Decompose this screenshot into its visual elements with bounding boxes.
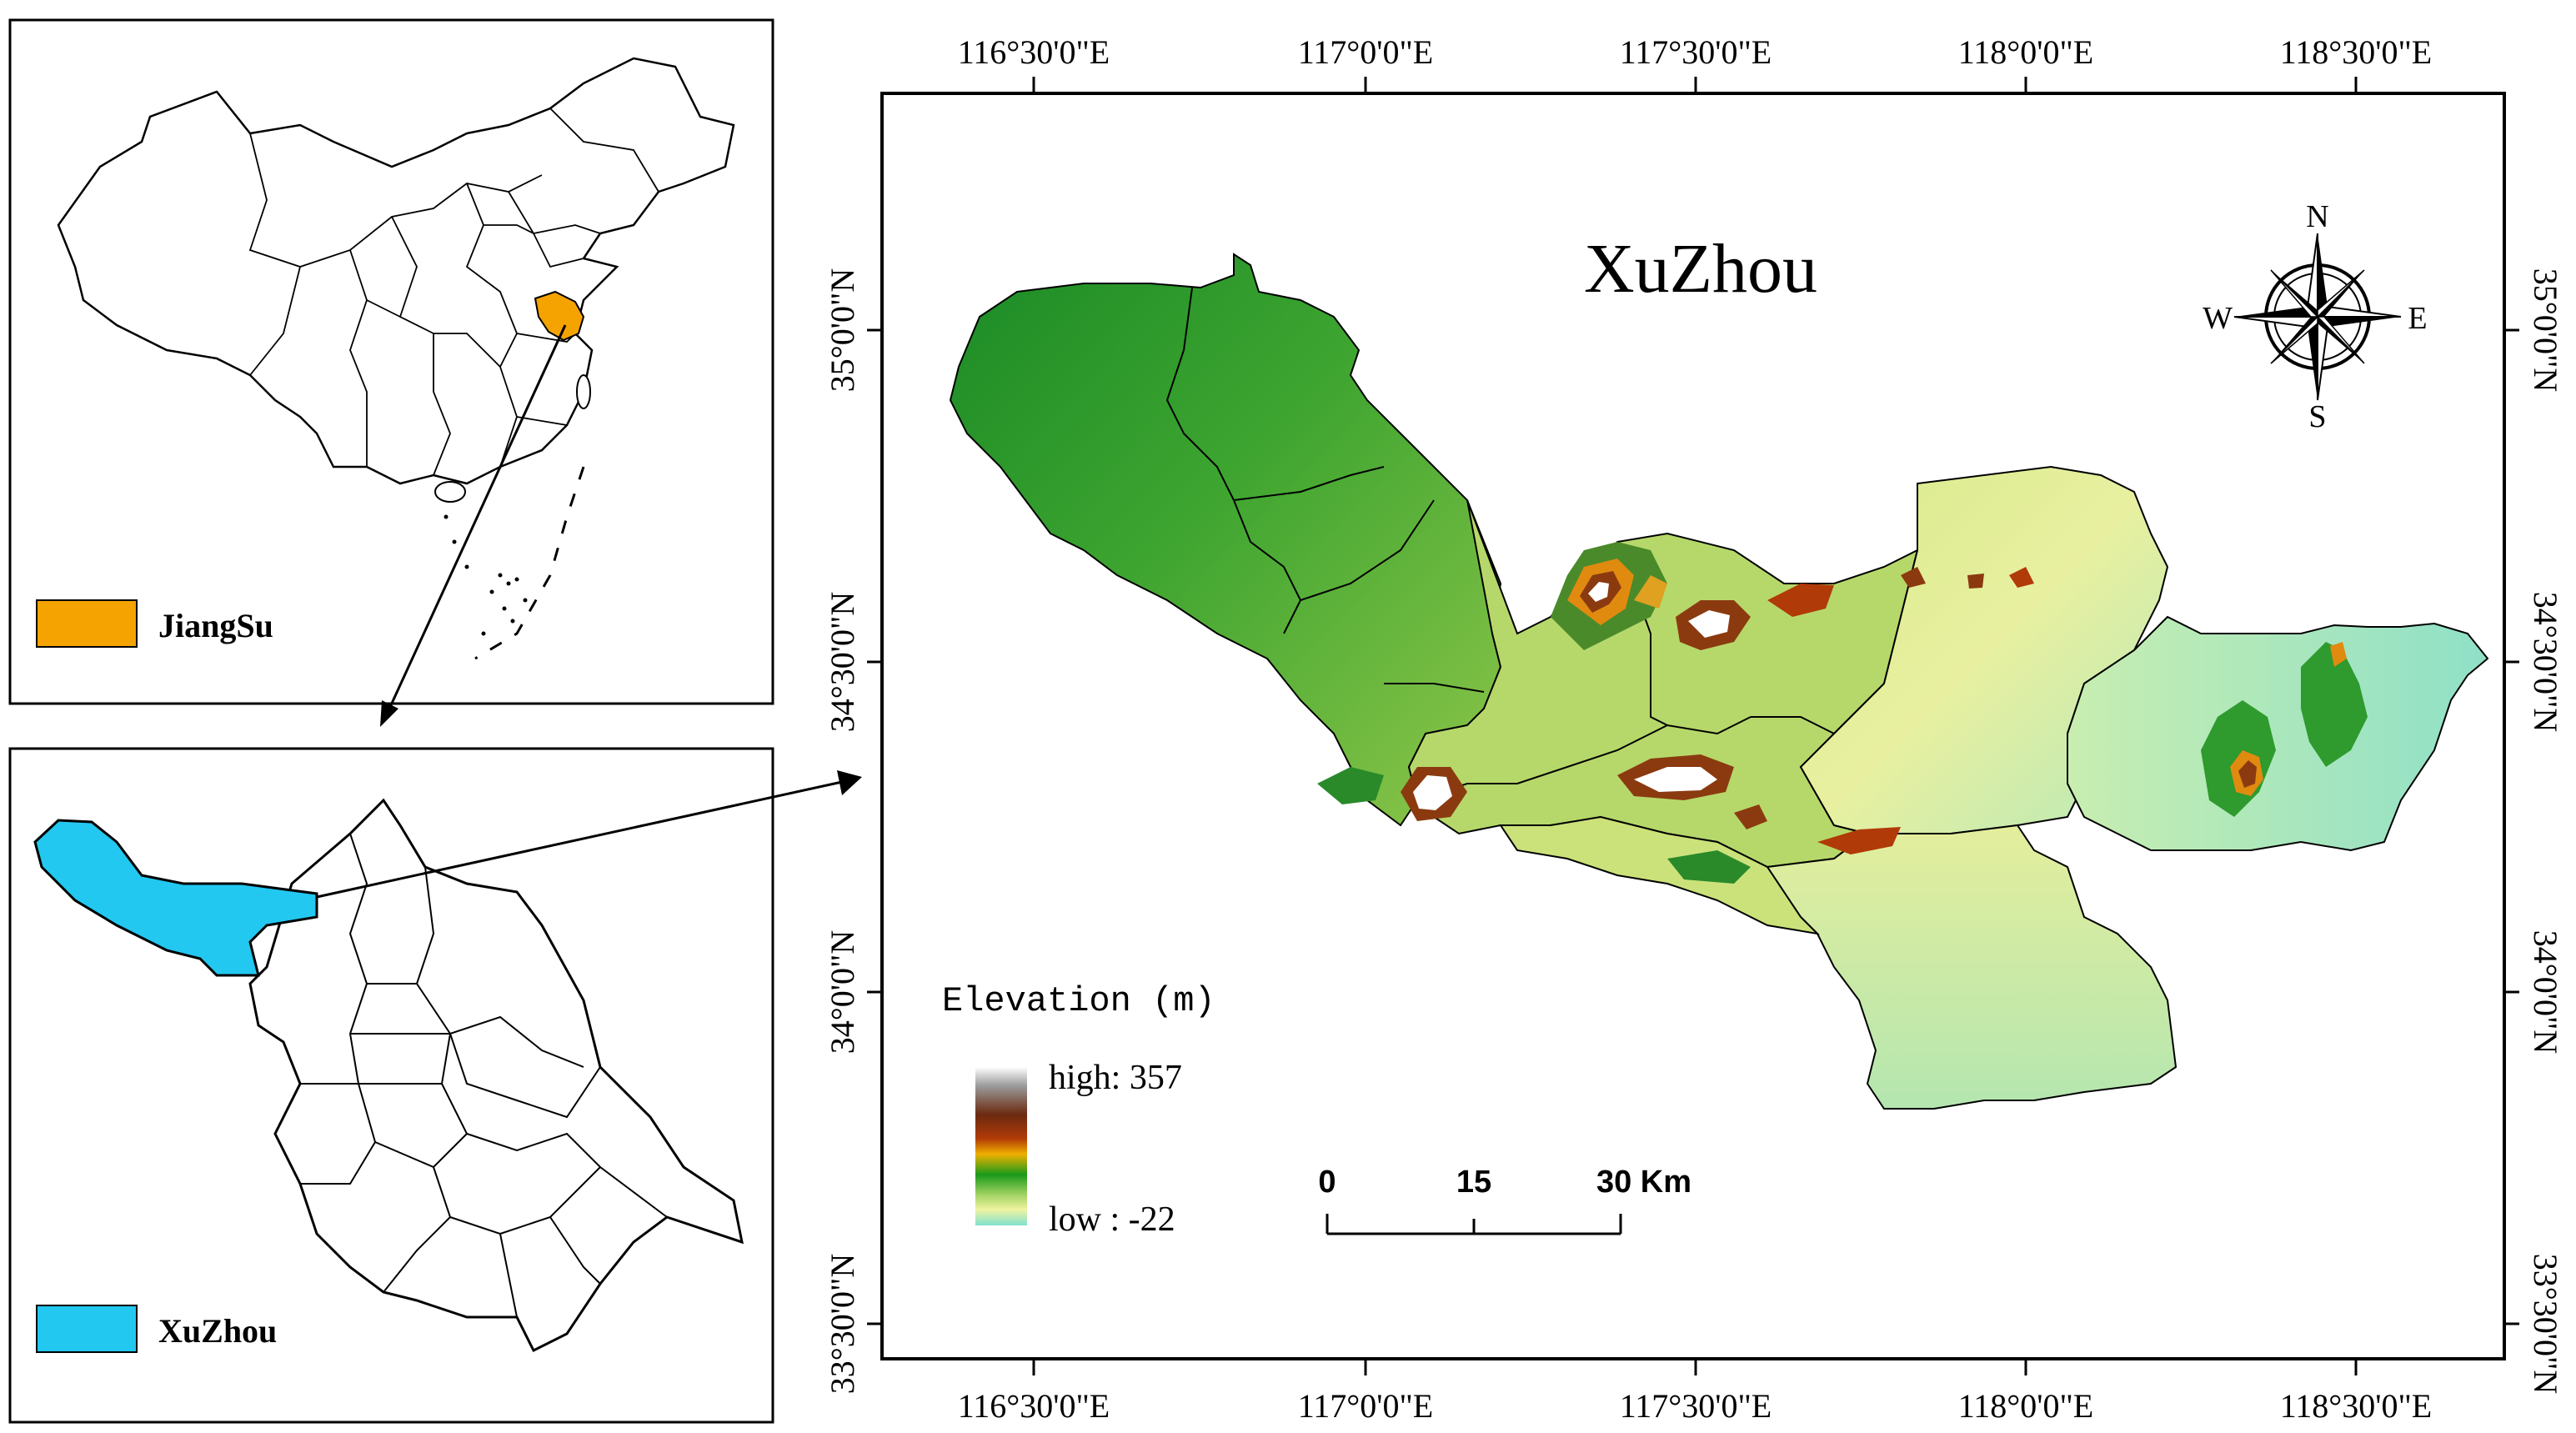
jiangsu-legend-swatch: [36, 599, 138, 648]
bottom-tick-2: 117°0'0"E: [1298, 1387, 1433, 1425]
compass-w: W: [2203, 301, 2233, 336]
china-provinces: [248, 108, 659, 476]
xuzhou-legend-label: XuZhou: [158, 1312, 277, 1350]
xuzhou-highlight: [33, 819, 318, 977]
arrow-xuzhou-to-main: [316, 770, 862, 899]
left-ticks: 35°0'0"N 34°30'0"N 34°0'0"N 33°30'0"N: [824, 268, 882, 1394]
xuzhou-legend-swatch: [36, 1305, 138, 1353]
taiwan-island: [576, 374, 591, 409]
compass-n: N: [2306, 199, 2328, 234]
arrow-china-to-jiangsu: [380, 324, 567, 727]
right-tick-3: 34°0'0"N: [2527, 930, 2564, 1054]
compass-s: S: [2308, 399, 2326, 434]
top-tick-2: 117°0'0"E: [1298, 33, 1433, 71]
elevation-legend-low: low : -22: [1049, 1200, 1175, 1239]
scale-label-30: 30 Km: [1596, 1165, 1691, 1200]
xuzhou-mid-south: [1499, 815, 1820, 935]
elevation-legend-title: Elevation (m): [942, 981, 1215, 1021]
main-map: XuZhou 116°30'0"E 117°0'0"E 117°30'0"E 1…: [824, 33, 2564, 1425]
top-tick-4: 118°0'0"E: [1958, 33, 2093, 71]
hainan-island: [434, 481, 466, 503]
left-tick-2: 34°30'0"N: [824, 592, 861, 732]
bottom-tick-3: 117°30'0"E: [1620, 1387, 1772, 1425]
compass-rose-icon: [2233, 233, 2402, 401]
elevation-highlands: [1317, 542, 2368, 884]
scale-label-0: 0: [1318, 1165, 1336, 1200]
china-inset: JiangSu: [8, 18, 774, 705]
nine-dash-line: [474, 466, 585, 660]
top-tick-3: 117°30'0"E: [1620, 33, 1772, 71]
compass-e: E: [2408, 301, 2427, 336]
bottom-ticks: 116°30'0"E 117°0'0"E 117°30'0"E 118°0'0"…: [958, 1359, 2432, 1425]
bottom-tick-4: 118°0'0"E: [1958, 1387, 2093, 1425]
jiangsu-highlight: [534, 290, 585, 342]
west-county-boundaries: [1165, 287, 1835, 801]
right-tick-2: 34°30'0"N: [2527, 592, 2564, 732]
south-sea-islands: [444, 514, 528, 636]
right-ticks: 35°0'0"N 34°30'0"N 34°0'0"N 33°30'0"N: [2504, 268, 2564, 1394]
left-tick-3: 34°0'0"N: [824, 930, 861, 1054]
xuzhou-east: [2067, 615, 2489, 852]
elevation-color-ramp: [975, 1067, 1027, 1225]
bottom-tick-5: 118°30'0"E: [2280, 1387, 2432, 1425]
top-tick-5: 118°30'0"E: [2280, 33, 2432, 71]
right-tick-4: 33°30'0"N: [2527, 1254, 2564, 1394]
jiangsu-legend-label: JiangSu: [158, 607, 273, 644]
left-tick-1: 35°0'0"N: [824, 268, 861, 392]
jiangsu-cities: [300, 833, 668, 1318]
jiangsu-inset: XuZhou: [8, 747, 774, 1424]
elevation-legend-high: high: 357: [1049, 1059, 1182, 1097]
top-ticks: 116°30'0"E 117°0'0"E 117°30'0"E 118°0'0"…: [958, 33, 2432, 93]
xuzhou-south: [1766, 824, 2178, 1110]
scale-label-15: 15: [1456, 1165, 1491, 1200]
left-tick-4: 33°30'0"N: [824, 1254, 861, 1394]
top-tick-1: 116°30'0"E: [958, 33, 1110, 71]
bottom-tick-1: 116°30'0"E: [958, 1387, 1110, 1425]
china-outline: [57, 57, 735, 485]
scale-bar: 0 15 30 Km: [1318, 1165, 1691, 1235]
right-tick-1: 35°0'0"N: [2527, 268, 2564, 392]
map-title: XuZhou: [1584, 230, 1817, 308]
